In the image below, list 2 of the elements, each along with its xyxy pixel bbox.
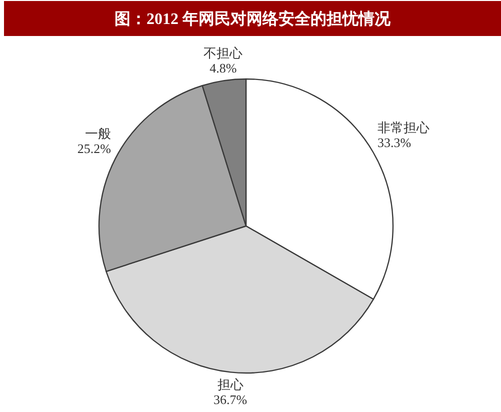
chart-title: 图：2012 年网民对网络安全的担忧情况	[114, 9, 392, 28]
title-banner: 图：2012 年网民对网络安全的担忧情况	[4, 1, 501, 36]
